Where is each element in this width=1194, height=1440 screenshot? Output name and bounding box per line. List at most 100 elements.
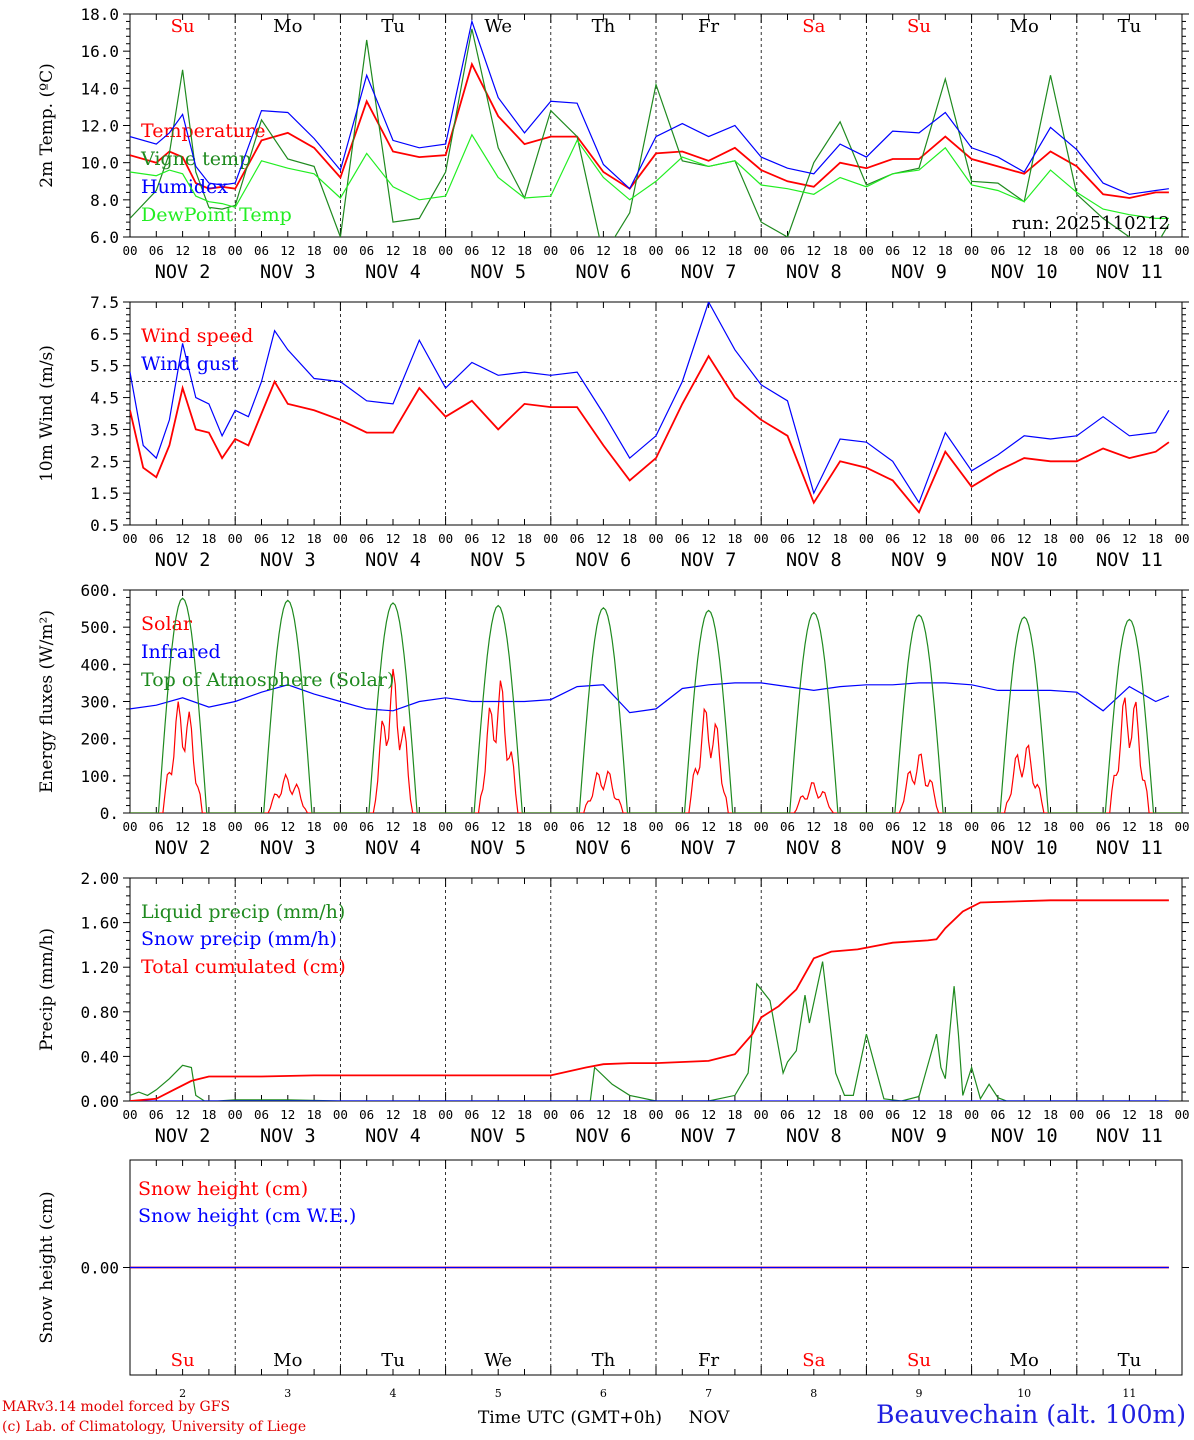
hour-tick-label: 00 (228, 243, 243, 258)
y-tick-label: 6.0 (90, 228, 119, 247)
hour-tick-label: 06 (1096, 531, 1111, 546)
date-label: NOV 5 (470, 838, 526, 859)
hour-tick-label: 06 (675, 819, 690, 834)
date-label: NOV 7 (681, 1126, 737, 1147)
hour-tick-label: 00 (964, 819, 979, 834)
hour-tick-label: 18 (727, 243, 742, 258)
day-number: 8 (810, 1387, 817, 1400)
day-name: Mo (1010, 16, 1039, 37)
hour-tick-label: 06 (359, 243, 374, 258)
y-tick-label: 1.60 (80, 914, 119, 933)
hour-tick-label: 00 (228, 531, 243, 546)
hour-tick-label: 18 (307, 243, 322, 258)
date-label: NOV 3 (260, 838, 316, 859)
hour-tick-label: 18 (517, 531, 532, 546)
y-tick-label: 6.5 (90, 325, 119, 344)
hour-tick-label: 00 (1174, 819, 1189, 834)
series-line-2 (130, 899, 1169, 1101)
hour-tick-label: 18 (833, 1107, 848, 1122)
y-tick-label: 200. (80, 730, 119, 749)
hour-tick-label: 00 (1174, 243, 1189, 258)
date-label: NOV 2 (155, 550, 211, 571)
hour-tick-label: 06 (1096, 819, 1111, 834)
hour-tick-label: 06 (780, 1107, 795, 1122)
date-label: NOV 8 (786, 1126, 842, 1147)
date-label: NOV 11 (1096, 550, 1163, 571)
day-number: 7 (705, 1387, 712, 1400)
hour-tick-label: 00 (543, 1107, 558, 1122)
series-line-3 (130, 133, 1169, 219)
y-tick-label: 8.0 (90, 191, 119, 210)
hour-tick-label: 00 (648, 819, 663, 834)
hour-tick-label: 12 (701, 1107, 716, 1122)
series-line-0 (130, 961, 1169, 1101)
hour-tick-label: 06 (780, 819, 795, 834)
hour-tick-label: 00 (859, 243, 874, 258)
date-label: NOV 3 (260, 262, 316, 283)
day-name: Mo (273, 16, 302, 37)
series-line-1 (130, 302, 1170, 505)
hour-tick-label: 18 (412, 243, 427, 258)
hour-tick-label: 18 (517, 1107, 532, 1122)
series-line-1 (130, 28, 1170, 237)
hour-tick-label: 00 (122, 531, 137, 546)
hour-tick-label: 06 (359, 1107, 374, 1122)
day-name: Sa (802, 1350, 825, 1371)
hour-tick-label: 06 (780, 531, 795, 546)
date-label: NOV 9 (891, 1126, 947, 1147)
hour-tick-label: 12 (806, 243, 821, 258)
hour-tick-label: 12 (1122, 1107, 1137, 1122)
y-tick-label: 14.0 (80, 79, 119, 98)
hour-tick-label: 06 (254, 531, 269, 546)
y-tick-label: 100. (80, 767, 119, 786)
y-tick-label: 16.0 (80, 42, 119, 61)
hour-tick-label: 12 (385, 1107, 400, 1122)
y-tick-label: 5.5 (90, 357, 119, 376)
day-name: We (484, 16, 512, 37)
hour-tick-label: 06 (885, 1107, 900, 1122)
legend-1: Infrared (141, 641, 221, 663)
date-label: NOV 2 (155, 1126, 211, 1147)
date-label: NOV 9 (891, 838, 947, 859)
day-name: Th (592, 1350, 616, 1371)
hour-tick-label: 00 (964, 1107, 979, 1122)
hour-tick-label: 12 (1122, 243, 1137, 258)
hour-tick-label: 18 (938, 1107, 953, 1122)
y-tick-label: 4.5 (90, 389, 119, 408)
date-label: NOV 9 (891, 550, 947, 571)
series-line-0 (130, 668, 1182, 813)
hour-tick-label: 18 (622, 1107, 637, 1122)
lab-credit: (c) Lab. of Climatology, University of L… (2, 1419, 307, 1435)
hour-tick-label: 18 (201, 1107, 216, 1122)
day-name: Tu (381, 16, 405, 37)
hour-tick-label: 00 (122, 243, 137, 258)
hour-tick-label: 18 (622, 531, 637, 546)
hour-tick-label: 06 (149, 1107, 164, 1122)
legend-1: Snow height (cm W.E.) (138, 1205, 356, 1227)
hour-tick-label: 12 (911, 819, 926, 834)
hour-tick-label: 00 (964, 243, 979, 258)
hour-tick-label: 06 (1096, 243, 1111, 258)
hour-tick-label: 06 (885, 243, 900, 258)
date-label: NOV 5 (470, 1126, 526, 1147)
hour-tick-label: 06 (675, 531, 690, 546)
date-label: NOV 9 (891, 262, 947, 283)
hour-tick-label: 18 (1148, 1107, 1163, 1122)
hour-tick-label: 06 (990, 1107, 1005, 1122)
date-label: NOV 4 (365, 550, 421, 571)
hour-tick-label: 12 (385, 819, 400, 834)
hour-tick-label: 18 (727, 819, 742, 834)
hour-tick-label: 12 (596, 1107, 611, 1122)
legend-1: Vigne temp (140, 148, 251, 170)
hour-tick-label: 00 (333, 243, 348, 258)
y-tick-label: 1.5 (90, 484, 119, 503)
y-tick-label: 3.5 (90, 420, 119, 439)
legend-2: Total cumulated (cm) (141, 956, 346, 978)
hour-tick-label: 00 (228, 819, 243, 834)
hour-tick-label: 00 (333, 819, 348, 834)
hour-tick-label: 18 (517, 819, 532, 834)
hour-tick-label: 06 (254, 243, 269, 258)
day-name: Su (907, 1350, 931, 1371)
hour-tick-label: 12 (1122, 531, 1137, 546)
